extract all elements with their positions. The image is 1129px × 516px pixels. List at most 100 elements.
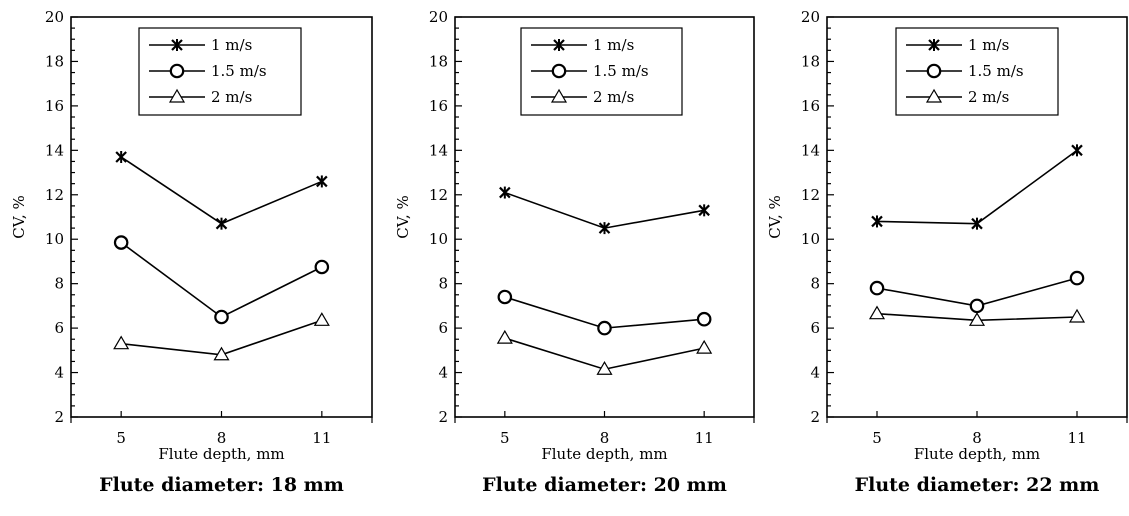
- data-point: [1068, 308, 1086, 323]
- subplot-title: Flute diameter: 20 mm: [482, 474, 727, 496]
- x-axis-label: Flute depth, mm: [158, 445, 284, 463]
- y-tick-label: 6: [810, 319, 820, 337]
- legend-label: 2 m/s: [211, 88, 252, 106]
- x-axis-label: Flute depth, mm: [541, 445, 667, 463]
- data-point: [497, 289, 513, 305]
- y-tick-label: 2: [54, 408, 64, 426]
- legend-label: 1.5 m/s: [211, 62, 267, 80]
- data-point: [499, 186, 511, 199]
- y-tick-label: 14: [801, 141, 820, 159]
- legend-marker: [168, 88, 186, 103]
- legend-marker: [925, 88, 943, 103]
- y-tick-label: 20: [801, 8, 820, 26]
- y-tick-label: 6: [54, 319, 64, 337]
- data-point: [214, 309, 229, 325]
- y-tick-label: 14: [45, 141, 64, 159]
- y-tick-label: 10: [429, 230, 448, 248]
- data-point: [213, 346, 230, 361]
- data-point: [113, 235, 129, 250]
- data-point: [597, 320, 612, 336]
- y-tick-label: 12: [45, 186, 64, 204]
- x-tick-label: 5: [872, 429, 882, 447]
- y-tick-label: 6: [438, 319, 448, 337]
- data-point: [215, 217, 228, 230]
- legend-label: 1.5 m/s: [593, 62, 649, 80]
- legend-marker: [551, 63, 567, 79]
- y-tick-label: 20: [429, 8, 448, 26]
- legend-marker: [171, 39, 183, 51]
- legend-label: 2 m/s: [968, 88, 1009, 106]
- y-tick-label: 16: [45, 97, 64, 115]
- data-point: [969, 298, 985, 314]
- y-tick-label: 10: [45, 230, 64, 248]
- legend-box: [520, 27, 683, 116]
- y-tick-label: 20: [45, 8, 64, 26]
- y-tick-label: 14: [429, 141, 448, 159]
- y-axis-label: CV, %: [394, 195, 412, 238]
- legend: 1 m/s 1.5 m/s 2 m/s: [138, 27, 302, 116]
- legend-label: 1 m/s: [593, 36, 634, 54]
- data-point: [1071, 144, 1083, 157]
- x-tick-label: 8: [600, 429, 610, 447]
- y-tick-label: 18: [429, 52, 448, 70]
- x-tick-label: 5: [500, 429, 510, 447]
- data-point: [113, 335, 130, 350]
- x-tick-label: 11: [312, 429, 331, 447]
- series-line: [120, 241, 323, 318]
- subplot-2: 2 4 6 8 10 12 14 16 18 20 5 8 11 CV, % Flute depth, mm…: [394, 8, 755, 496]
- y-tick-label: 10: [801, 230, 820, 248]
- y-tick-label: 2: [438, 408, 448, 426]
- subplot-title: Flute diameter: 18 mm: [99, 474, 344, 496]
- data-point: [596, 361, 613, 375]
- subplot-1: 2 4 6 8 10 12 14 16 18 20 5 8 11 CV, % Flute depth, mm…: [10, 8, 373, 496]
- x-tick-label: 11: [1067, 429, 1086, 447]
- y-tick-label: 16: [801, 97, 820, 115]
- subplot-3: 2 4 6 8 10 12 14 16 18 20 5 8 11 CV, % Flute depth, mm…: [766, 8, 1128, 496]
- legend-label: 1 m/s: [211, 36, 252, 54]
- x-tick-label: 8: [217, 429, 227, 447]
- legend-marker: [926, 63, 942, 79]
- legend-label: 2 m/s: [593, 88, 634, 106]
- legend: 1 m/s 1.5 m/s 2 m/s: [895, 27, 1059, 116]
- data-point: [696, 339, 713, 354]
- data-point: [314, 259, 330, 275]
- data-point: [316, 175, 328, 188]
- data-point: [868, 305, 886, 320]
- y-tick-label: 12: [801, 186, 820, 204]
- data-point: [871, 215, 883, 228]
- legend-marker: [550, 88, 568, 103]
- data-point: [115, 151, 127, 163]
- subplot-title: Flute diameter: 22 mm: [855, 474, 1100, 496]
- data-point: [698, 204, 710, 217]
- x-tick-label: 11: [695, 429, 714, 447]
- legend-marker: [169, 63, 185, 79]
- y-tick-label: 8: [438, 275, 448, 293]
- x-tick-label: 5: [116, 429, 126, 447]
- legend-marker: [553, 39, 565, 51]
- data-point: [696, 311, 712, 327]
- data-point: [869, 280, 885, 296]
- y-tick-label: 8: [54, 275, 64, 293]
- data-point: [496, 329, 513, 344]
- series-line: [876, 149, 1078, 225]
- y-axis-label: CV, %: [766, 195, 784, 238]
- x-tick-label: 8: [972, 429, 982, 447]
- y-tick-label: 8: [810, 275, 820, 293]
- y-tick-label: 4: [54, 364, 64, 382]
- y-tick-label: 2: [810, 408, 820, 426]
- y-tick-label: 4: [810, 364, 820, 382]
- legend-label: 1 m/s: [968, 36, 1009, 54]
- y-tick-label: 16: [429, 97, 448, 115]
- data-point: [313, 312, 330, 326]
- y-axis-label: CV, %: [10, 195, 28, 238]
- series-line: [120, 156, 323, 225]
- legend-marker: [928, 39, 940, 51]
- data-point: [1069, 270, 1085, 286]
- data-point: [968, 312, 986, 326]
- y-tick-label: 4: [438, 364, 448, 382]
- y-tick-label: 12: [429, 186, 448, 204]
- y-tick-label: 18: [45, 52, 64, 70]
- data-point: [598, 222, 611, 235]
